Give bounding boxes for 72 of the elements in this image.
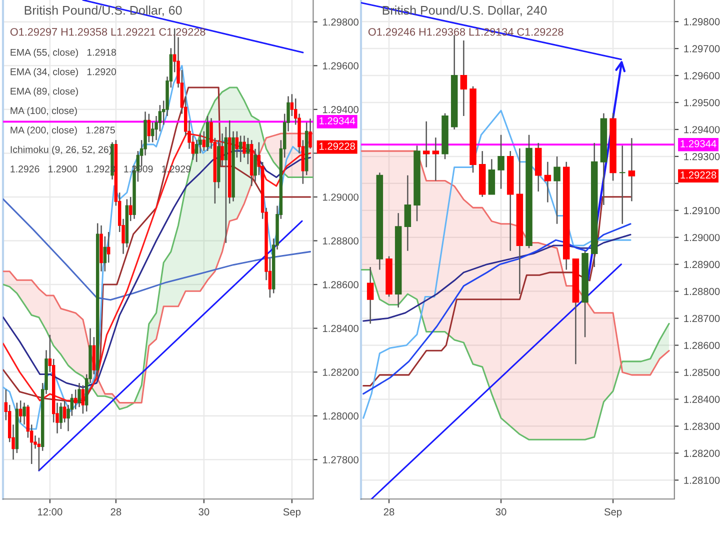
text: 1.29228	[320, 142, 355, 150]
candlestick	[147, 113, 151, 143]
annotation: EMA (34, close) 1.2920	[10, 68, 116, 78]
y-tick-label: 1.27800	[323, 456, 358, 464]
candlestick	[238, 135, 242, 163]
y-tick-label: 1.28200	[684, 450, 720, 457]
annotation: MA (200, close) 1.2875	[10, 126, 115, 136]
x-tick-label: 28	[384, 508, 394, 516]
candlestick	[74, 388, 78, 410]
candlestick	[22, 402, 26, 426]
chart-title: British Pound/U.S. Dollar, 60	[24, 6, 182, 16]
y-tick-label: 1.29000	[684, 234, 720, 242]
y-tick-label: 1.28900	[684, 260, 720, 268]
candlestick	[618, 145, 626, 224]
y-tick-label: 1.28600	[684, 342, 720, 350]
candlestick	[544, 161, 552, 203]
x-tick-label: Sep	[283, 508, 301, 518]
x-tick-label: 12:00	[38, 508, 62, 516]
y-tick-label: 1.28100	[684, 476, 720, 484]
candlestick	[404, 174, 412, 252]
y-tick-label: 1.28000	[323, 412, 358, 420]
candlestick	[308, 118, 312, 150]
annotation: EMA (55, close) 1.2918	[10, 48, 116, 58]
y-tick-label: 1.29700	[684, 45, 720, 52]
y-tick-label: 1.29500	[684, 99, 720, 106]
candlestick	[78, 382, 81, 408]
y-tick-label: 1.28500	[684, 368, 720, 376]
y-tick-label: 1.29300	[684, 153, 720, 160]
candlestick	[18, 400, 22, 424]
candlestick	[128, 196, 132, 222]
candlestick	[422, 120, 430, 168]
y-tick-label: 1.28600	[323, 281, 358, 288]
annotation: EMA (89, close)	[10, 88, 78, 97]
y-tick-label: 1.29400	[323, 106, 358, 114]
y-tick-label: 1.28400	[323, 324, 358, 332]
candlestick	[235, 130, 239, 158]
y-tick-label: 1.29100	[684, 206, 720, 214]
ref-line-label: 1.29344	[320, 117, 356, 124]
y-tick-label: 1.28700	[684, 314, 720, 322]
y-tick-label: 1.28400	[684, 396, 720, 403]
ref-line-label: 1.29344	[680, 140, 716, 148]
candlestick	[37, 437, 41, 472]
y-tick-label: 1.28300	[684, 422, 720, 430]
y-tick-label: 1.29400	[684, 126, 720, 134]
candlestick	[432, 136, 440, 182]
y-tick-label: 1.28200	[323, 368, 358, 376]
x-tick-label: 30	[198, 508, 210, 516]
text: 1.29228	[680, 171, 716, 179]
y-tick-label: 1.28800	[684, 288, 720, 296]
y-tick-label: 1.29600	[684, 72, 720, 80]
y-tick-label: 1.28800	[323, 237, 358, 245]
candlestick	[59, 402, 63, 430]
candlestick	[202, 130, 206, 152]
x-tick-label: 28	[110, 508, 122, 516]
candlestick	[103, 236, 107, 272]
candlestick	[460, 40, 468, 117]
annotation: MA (100, close)	[10, 106, 77, 116]
y-tick-label: 1.29600	[323, 62, 358, 70]
candlestick	[366, 266, 374, 324]
y-tick-label: 1.29800	[684, 18, 720, 26]
candlestick	[81, 384, 85, 414]
candlestick	[554, 156, 560, 224]
candlestick	[246, 137, 250, 165]
y-tick-label: 1.29800	[323, 18, 358, 26]
candlestick	[106, 231, 110, 264]
x-tick-label: 30	[496, 508, 506, 516]
y-tick-label: 1.29000	[323, 194, 358, 201]
candlestick	[498, 134, 504, 190]
candlestick	[224, 126, 228, 244]
candlestick	[628, 137, 636, 202]
candlestick	[220, 132, 224, 167]
x-tick-label: Sep	[604, 508, 622, 518]
